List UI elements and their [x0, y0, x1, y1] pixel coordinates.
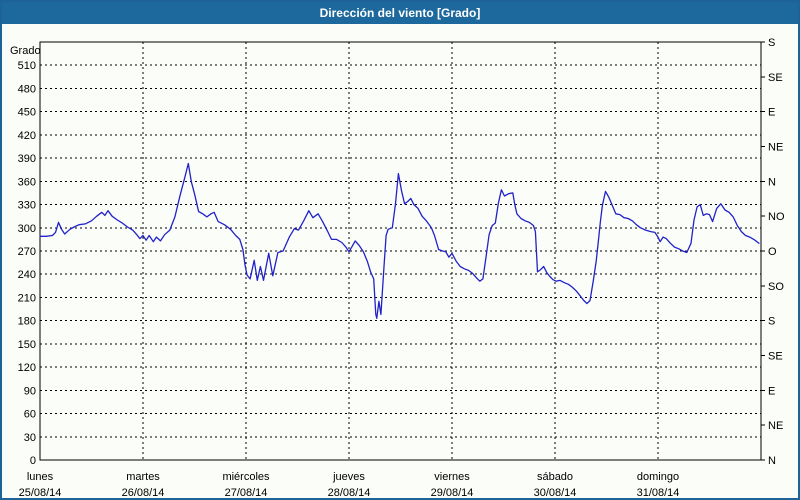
wind-direction-line [39, 162, 760, 319]
y-tick-label: 120 [18, 362, 36, 374]
y-tick-label: 270 [18, 246, 36, 258]
y-tick-label: 300 [18, 223, 36, 235]
y-tick-label: 210 [18, 292, 36, 304]
compass-label: S [768, 316, 775, 328]
x-day-label: sábado [537, 471, 573, 483]
compass-label: N [768, 455, 776, 467]
x-day-label: miércoles [222, 471, 270, 483]
compass-label: N [768, 176, 776, 188]
x-date-label: 26/08/14 [122, 487, 165, 499]
y-tick-label: 60 [24, 409, 36, 421]
y-tick-label: 330 [18, 200, 36, 212]
y-tick-label: 180 [18, 316, 36, 328]
compass-label: E [768, 107, 775, 119]
x-day-label: lunes [27, 471, 54, 483]
wind-direction-chart: 0 30 60 90 120 150 180 210 240 270 300 330 360 390 420… [10, 37, 785, 499]
y-tick-label: 480 [18, 83, 36, 95]
x-day-label: martes [126, 471, 160, 483]
y-tick-label: 390 [18, 153, 36, 165]
compass-label: NO [768, 211, 785, 223]
gridlines [40, 42, 761, 460]
x-date-label: 31/08/14 [637, 487, 680, 499]
y-tick-label: 90 [24, 385, 36, 397]
y-tick-label: 420 [18, 130, 36, 142]
compass-label: E [768, 385, 775, 397]
compass-label: SO [768, 281, 784, 293]
x-date-label: 27/08/14 [225, 487, 268, 499]
x-date-label: 30/08/14 [534, 487, 577, 499]
compass-label: NE [768, 142, 783, 154]
y-tick-label: 30 [24, 432, 36, 444]
y-axis-title: Grado [10, 45, 41, 57]
y-tick-label: 360 [18, 176, 36, 188]
x-day-label: domingo [637, 471, 679, 483]
compass-label: O [768, 246, 777, 258]
x-day-label: jueves [332, 471, 365, 483]
y-tick-label: 450 [18, 107, 36, 119]
x-date-label: 25/08/14 [19, 487, 62, 499]
compass-label: SE [768, 72, 783, 84]
y-tick-label: 510 [18, 60, 36, 72]
x-date-label: 29/08/14 [431, 487, 474, 499]
compass-label: NE [768, 420, 783, 432]
y-tick-label: 240 [18, 269, 36, 281]
y-tick-label: 0 [30, 455, 36, 467]
x-date-label: 28/08/14 [328, 487, 371, 499]
chart-title-bar: Dirección del viento [Grado] [2, 2, 798, 24]
y-tick-label: 150 [18, 339, 36, 351]
compass-label: SE [768, 351, 783, 363]
chart-title: Dirección del viento [Grado] [319, 6, 481, 20]
x-day-label: viernes [434, 471, 470, 483]
compass-label: S [768, 37, 775, 49]
